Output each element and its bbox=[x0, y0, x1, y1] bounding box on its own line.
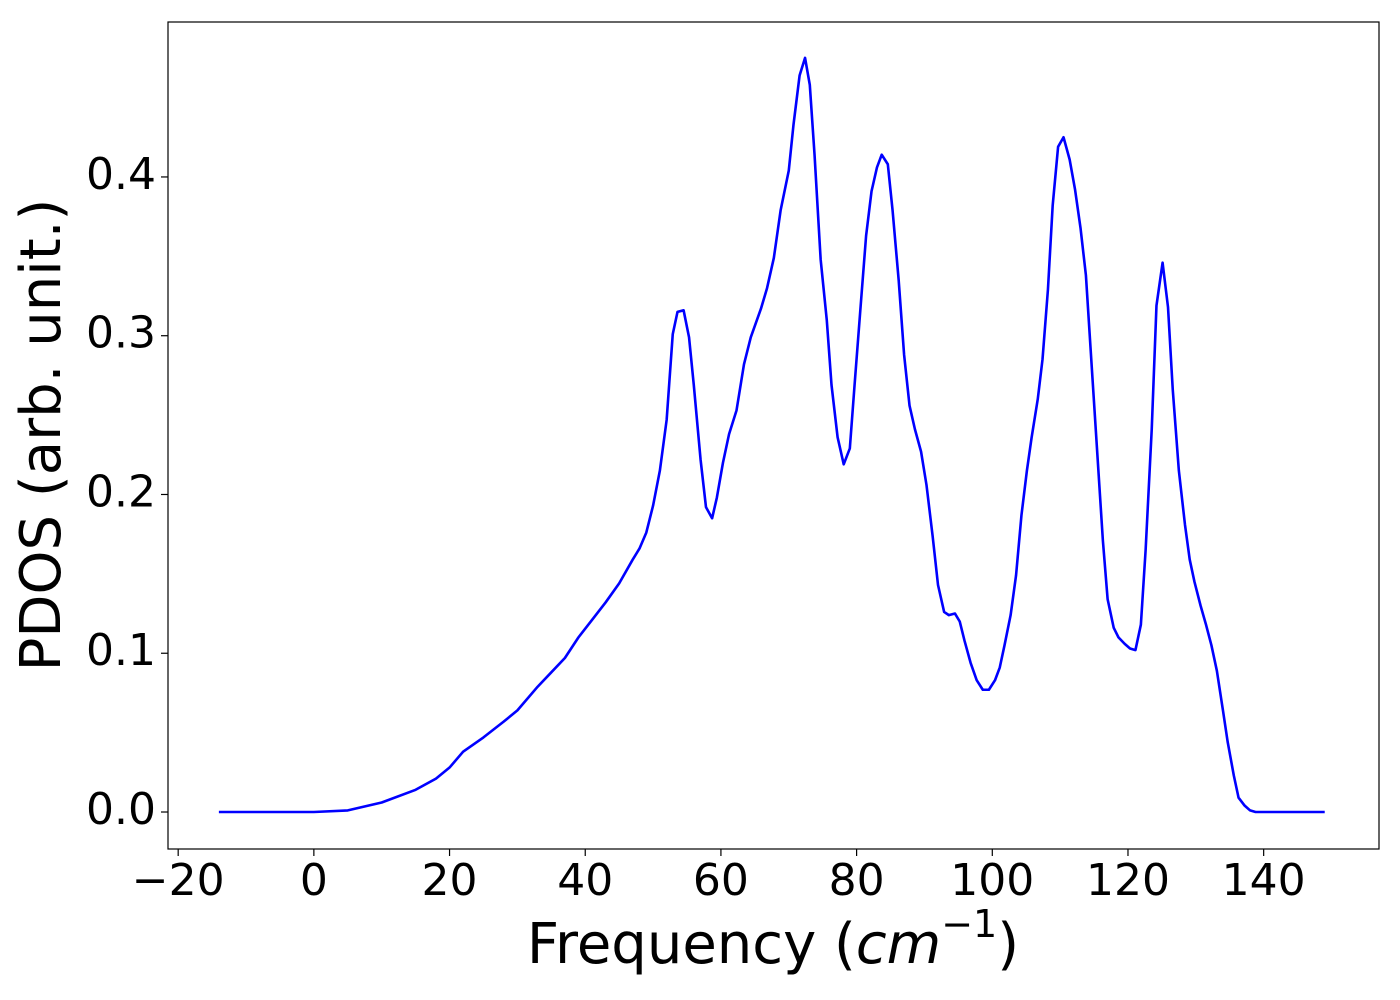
pdos-line bbox=[218, 56, 1325, 814]
y-tick-label: 0.0 bbox=[86, 784, 156, 835]
x-tick-label: 0 bbox=[300, 855, 328, 906]
x-tick-label: 100 bbox=[950, 855, 1034, 906]
x-tick-label: 80 bbox=[829, 855, 885, 906]
y-axis-label: PDOS (arb. unit.) bbox=[9, 199, 74, 672]
y-tick-label: 0.2 bbox=[86, 466, 156, 517]
y-tick-label: 0.1 bbox=[86, 625, 156, 676]
y-tick-label: 0.4 bbox=[86, 149, 156, 200]
x-tick-label: −20 bbox=[132, 855, 225, 906]
x-axis-label: Frequency (cm−1) bbox=[527, 902, 1019, 978]
x-label-exponent: −1 bbox=[941, 902, 997, 946]
x-label-close: ) bbox=[997, 912, 1019, 977]
x-tick-label: 60 bbox=[693, 855, 749, 906]
x-label-unit: cm bbox=[856, 912, 941, 977]
x-tick-label: 120 bbox=[1086, 855, 1170, 906]
plot-frame bbox=[167, 21, 1380, 850]
x-label-text: Frequency ( bbox=[527, 912, 856, 977]
y-tick-label: 0.3 bbox=[86, 308, 156, 359]
x-tick-label: 40 bbox=[557, 855, 613, 906]
x-tick-label: 140 bbox=[1222, 855, 1306, 906]
x-tick-label: 20 bbox=[422, 855, 478, 906]
